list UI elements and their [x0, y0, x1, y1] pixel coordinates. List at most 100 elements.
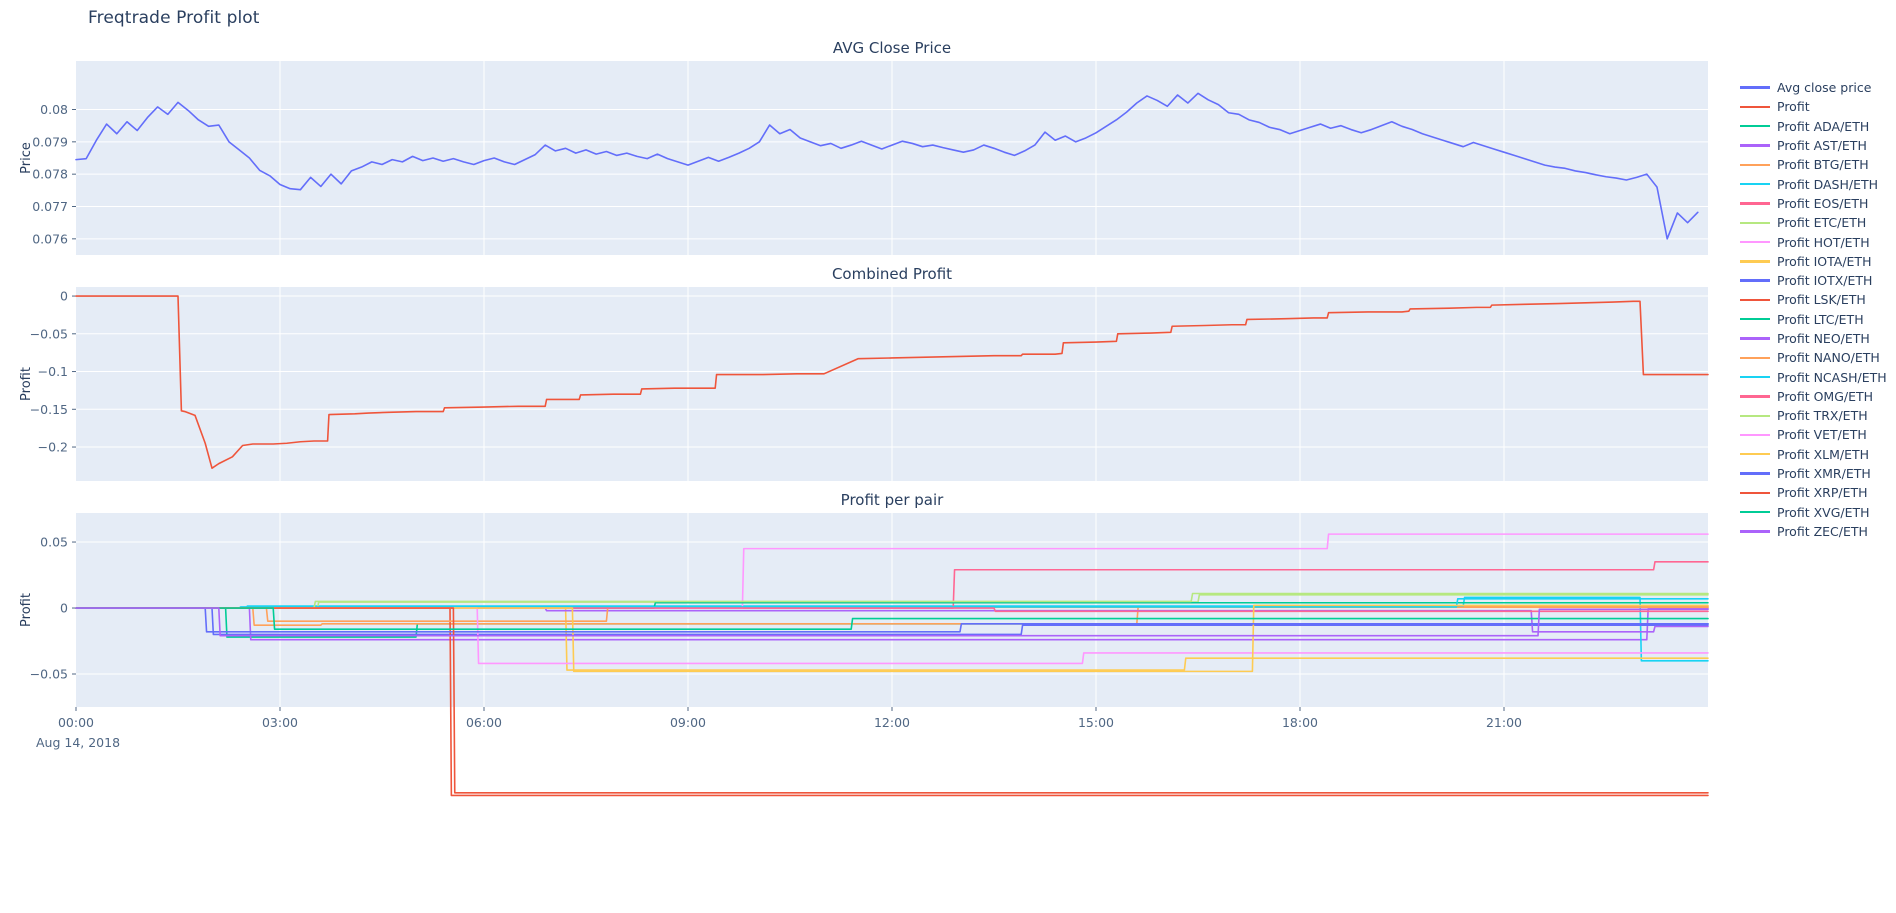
- legend-swatch-icon: [1740, 240, 1770, 244]
- y-tick-label: −0.05: [30, 326, 68, 341]
- legend-swatch-icon: [1740, 182, 1770, 186]
- legend-label: Profit: [1777, 99, 1810, 115]
- legend-item-profit-trx-eth[interactable]: Profit TRX/ETH: [1740, 406, 1896, 425]
- legend-item-profit-btg-eth[interactable]: Profit BTG/ETH: [1740, 155, 1896, 174]
- legend-item-profit-neo-eth[interactable]: Profit NEO/ETH: [1740, 329, 1896, 348]
- y-tick-label: 0.079: [32, 134, 68, 149]
- series-line[interactable]: [75, 607, 1709, 637]
- subplot-title-avg-close-price: AVG Close Price: [832, 39, 952, 57]
- subplot-1: −0.2 −0.15 −0.1 −0.05 0 Profit: [19, 287, 1709, 481]
- legend-item-profit-iota-eth[interactable]: Profit IOTA/ETH: [1740, 252, 1896, 271]
- legend-item-profit-ltc-eth[interactable]: Profit LTC/ETH: [1740, 310, 1896, 329]
- subplot-title-combined-profit: Combined Profit: [831, 265, 953, 283]
- legend-label: Profit ADA/ETH: [1777, 118, 1870, 134]
- legend-item-profit-lsk-eth[interactable]: Profit LSK/ETH: [1740, 290, 1896, 309]
- y-axis-title: Price: [19, 142, 34, 174]
- x-tick-label: 09:00: [670, 715, 706, 730]
- y-tick-label: 0.078: [32, 167, 68, 182]
- legend-item-profit-ast-eth[interactable]: Profit AST/ETH: [1740, 136, 1896, 155]
- legend-label: Profit XLM/ETH: [1777, 446, 1870, 462]
- legend-label: Profit BTG/ETH: [1777, 157, 1869, 173]
- legend-swatch-icon: [1740, 202, 1770, 205]
- legend-item-profit[interactable]: Profit: [1740, 97, 1896, 116]
- legend-label: Profit OMG/ETH: [1777, 388, 1874, 404]
- legend-item-profit-xrp-eth[interactable]: Profit XRP/ETH: [1740, 483, 1896, 502]
- legend-label: Profit TRX/ETH: [1777, 408, 1868, 424]
- x-tick-label: 15:00: [1078, 715, 1114, 730]
- series-line[interactable]: [75, 604, 1709, 673]
- legend-label: Profit XMR/ETH: [1777, 466, 1871, 482]
- y-tick-label: −0.2: [38, 440, 68, 455]
- legend-swatch-icon: [1740, 453, 1770, 456]
- legend-swatch-icon: [1740, 318, 1770, 321]
- legend-item-profit-eos-eth[interactable]: Profit EOS/ETH: [1740, 194, 1896, 213]
- page-title: Freqtrade Profit plot: [88, 8, 260, 28]
- subplot-title-profit-per-pair: Profit per pair: [840, 491, 944, 509]
- y-tick-label: −0.15: [30, 402, 68, 417]
- legend[interactable]: Avg close price Profit Profit ADA/ETH Profi…: [1740, 78, 1896, 541]
- y-tick-label: −0.1: [38, 364, 68, 379]
- legend-item-profit-vet-eth[interactable]: Profit VET/ETH: [1740, 425, 1896, 444]
- legend-item-profit-nano-eth[interactable]: Profit NANO/ETH: [1740, 348, 1896, 367]
- legend-label: Profit ZEC/ETH: [1777, 523, 1868, 539]
- x-tick-label: 18:00: [1282, 715, 1318, 730]
- legend-swatch-icon: [1740, 395, 1770, 398]
- legend-swatch-icon: [1740, 510, 1770, 514]
- legend-item-profit-ada-eth[interactable]: Profit ADA/ETH: [1740, 117, 1896, 136]
- legend-swatch-icon: [1740, 105, 1770, 109]
- legend-item-profit-iotx-eth[interactable]: Profit IOTX/ETH: [1740, 271, 1896, 290]
- y-tick-label: 0.076: [32, 231, 68, 246]
- legend-item-avg-close-price[interactable]: Avg close price: [1740, 78, 1896, 97]
- legend-swatch-icon: [1740, 221, 1770, 224]
- legend-item-profit-xvg-eth[interactable]: Profit XVG/ETH: [1740, 503, 1896, 522]
- legend-item-profit-zec-eth[interactable]: Profit ZEC/ETH: [1740, 522, 1896, 541]
- legend-item-profit-xmr-eth[interactable]: Profit XMR/ETH: [1740, 464, 1896, 483]
- series-line[interactable]: [75, 607, 1709, 630]
- y-tick-label: 0: [60, 601, 68, 616]
- legend-label: Profit VET/ETH: [1777, 427, 1867, 443]
- series-line[interactable]: [75, 295, 1709, 469]
- legend-label: Profit IOTX/ETH: [1777, 273, 1873, 289]
- legend-item-profit-dash-eth[interactable]: Profit DASH/ETH: [1740, 174, 1896, 193]
- legend-item-profit-xlm-eth[interactable]: Profit XLM/ETH: [1740, 445, 1896, 464]
- legend-swatch-icon: [1740, 356, 1770, 359]
- legend-label: Profit NEO/ETH: [1777, 331, 1870, 346]
- x-tick-label: 21:00: [1486, 715, 1522, 730]
- legend-swatch-icon: [1740, 375, 1770, 379]
- legend-label: Profit NCASH/ETH: [1777, 369, 1887, 385]
- y-tick-label: 0.08: [40, 102, 68, 117]
- legend-label: Profit XVG/ETH: [1777, 504, 1870, 520]
- legend-label: Profit EOS/ETH: [1777, 195, 1869, 211]
- legend-swatch-icon: [1740, 163, 1770, 167]
- legend-item-profit-etc-eth[interactable]: Profit ETC/ETH: [1740, 213, 1896, 232]
- legend-swatch-icon: [1740, 472, 1770, 475]
- legend-label: Profit LSK/ETH: [1777, 292, 1866, 308]
- y-tick-label: 0: [60, 289, 68, 304]
- x-axis-date-label: Aug 14, 2018: [36, 735, 121, 750]
- y-tick-label: −0.05: [30, 667, 68, 682]
- legend-item-profit-ncash-eth[interactable]: Profit NCASH/ETH: [1740, 367, 1896, 386]
- x-tick-label: 12:00: [874, 715, 910, 730]
- y-axis-title: Profit: [19, 593, 34, 627]
- legend-item-profit-omg-eth[interactable]: Profit OMG/ETH: [1740, 387, 1896, 406]
- series-line[interactable]: [75, 92, 1699, 240]
- x-tick-label: 03:00: [262, 715, 298, 730]
- x-tick-label: 00:00: [58, 715, 94, 730]
- legend-label: Profit AST/ETH: [1777, 138, 1867, 154]
- legend-label: Profit HOT/ETH: [1777, 234, 1870, 250]
- legend-swatch-icon: [1740, 279, 1770, 282]
- legend-label: Profit NANO/ETH: [1777, 350, 1880, 366]
- legend-item-profit-hot-eth[interactable]: Profit HOT/ETH: [1740, 232, 1896, 251]
- legend-label: Profit ETC/ETH: [1777, 215, 1867, 231]
- legend-swatch-icon: [1740, 298, 1770, 302]
- series-line[interactable]: [75, 605, 1709, 626]
- y-axis-title: Profit: [19, 367, 34, 401]
- legend-swatch-icon: [1740, 144, 1770, 147]
- subplot-0: 0.076 0.077 0.078 0.079 0.08 Price: [19, 61, 1708, 255]
- legend-label: Profit IOTA/ETH: [1777, 253, 1872, 269]
- y-tick-label: 0.05: [40, 535, 68, 550]
- legend-swatch-icon: [1740, 125, 1770, 128]
- legend-swatch-icon: [1740, 337, 1770, 340]
